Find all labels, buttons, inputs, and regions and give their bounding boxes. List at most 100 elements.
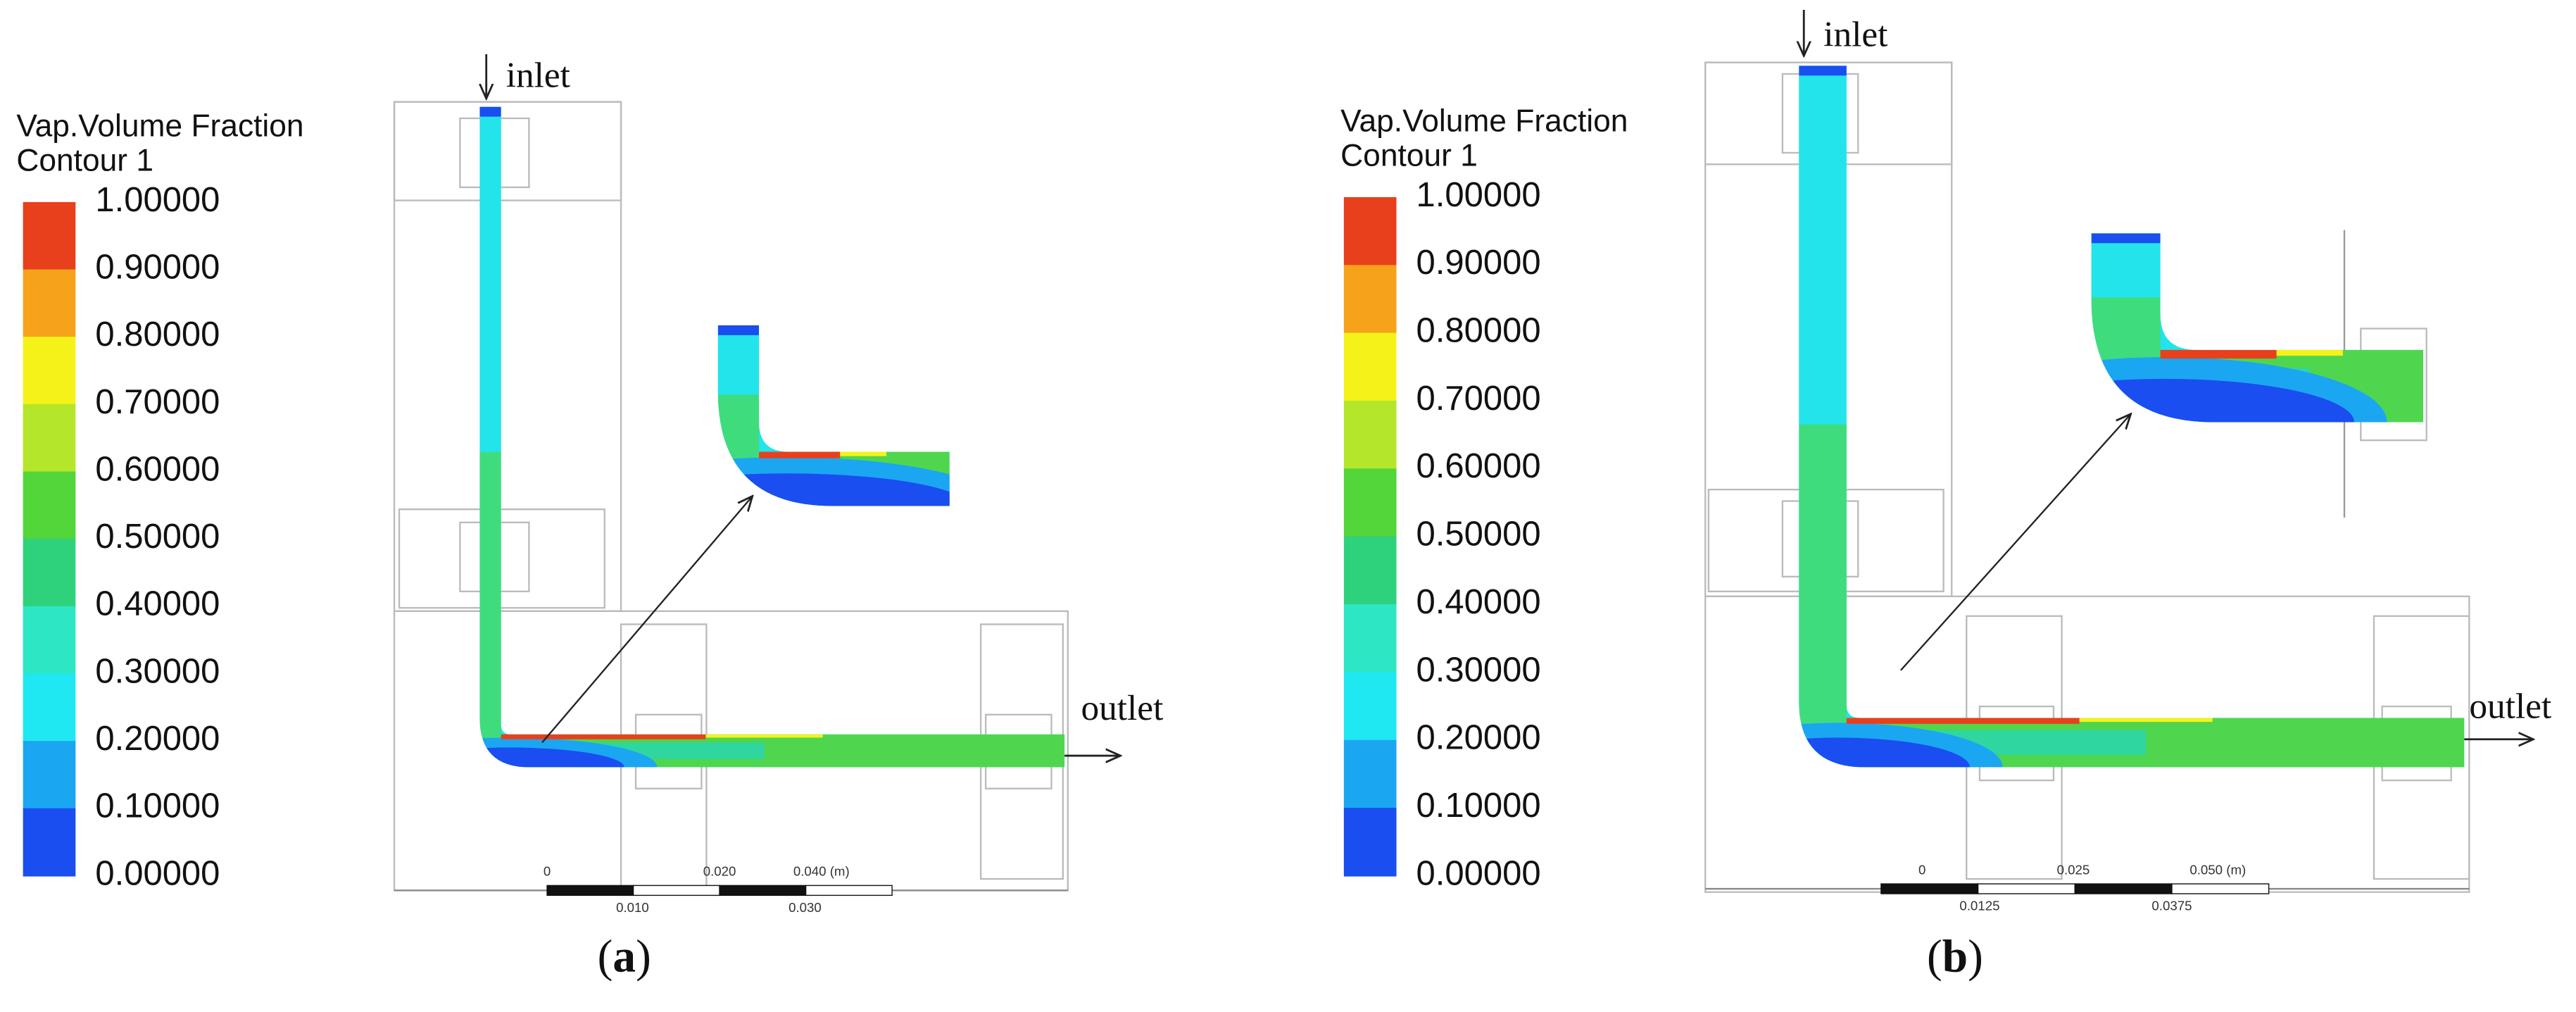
contour-region [479,747,624,768]
inlet-label: inlet [506,56,570,96]
panel-label-part: ( [598,932,613,982]
inset-pipe-contours [2091,233,2423,423]
scale-label: 0.020 [703,864,736,879]
colorbar-label: 0.30000 [1416,651,1541,689]
contour-region [479,106,501,117]
contour-region [1846,718,2080,724]
colorbar-label: 0.10000 [1416,787,1541,825]
scale-block [632,885,720,897]
scale-block [2074,883,2173,894]
colorbar-band [23,808,76,877]
contour-region [717,394,760,506]
colorbar-band [1343,332,1397,402]
panel-label: (a) [598,932,651,982]
scale-block [1880,883,1979,894]
colorbar-label: 0.70000 [95,383,220,421]
colorbar-band [1343,196,1397,266]
colorbar-band [1343,604,1397,673]
colorbar-band [23,471,76,540]
frame-box [393,101,622,612]
outlet-label: outlet [2469,687,2551,727]
scale-label: 0.025 [2057,862,2090,877]
frame-box [393,101,622,201]
colorbar-band [1343,808,1397,877]
colorbar-label: 0.90000 [95,249,220,287]
contour-region [2276,349,2343,356]
pipe-contours [1799,65,2465,768]
colorbar-label: 0.20000 [95,720,220,758]
colorbar-band [23,673,76,742]
colorbar-band [1343,400,1397,470]
colorbar-band [1343,468,1397,537]
contour-region [840,451,887,456]
scale-label: 0 [1918,862,1925,877]
contour-region [501,734,706,739]
contour-region [717,473,950,506]
scale-label: 0.050 (m) [2189,862,2246,877]
legend-title: Vap.Volume Fraction [1340,104,1628,139]
contour-region [479,451,501,768]
colorbar-label: 1.00000 [1416,176,1541,214]
panel-label: (b) [1927,932,1983,982]
colorbar-label: 0.60000 [95,450,220,488]
colorbar-label: 0.30000 [95,652,220,690]
frame-box [398,508,605,609]
colorbar-band [1343,536,1397,606]
pipe-contours [479,106,1065,768]
zoom-arrow [541,496,753,744]
contour-region [717,325,760,335]
colorbar-label: 0.70000 [1416,380,1541,418]
contour-region [2160,349,2277,359]
colorbar-band [23,539,76,607]
contour-region [1799,737,1970,768]
panel-label-part: ) [1968,932,1983,982]
colorbar-band [1343,672,1397,741]
scale-block [546,885,634,897]
colorbar-band [1343,739,1397,809]
panel-label-part: b [1942,932,1968,982]
legend-title: Contour 1 [16,144,153,178]
contour-region [1799,65,1847,76]
scale-block [805,885,893,897]
colorbar-label: 0.90000 [1416,244,1541,282]
legend-title: Contour 1 [1340,139,1478,173]
contour-region [2079,718,2213,723]
pipe-body [479,106,1065,768]
scale-label: 0.040 (m) [793,864,850,879]
colorbar-band [23,269,76,338]
contour-region [2091,233,2161,244]
colorbar-band [23,337,76,406]
panel-label-part: ) [636,932,651,982]
colorbar-label: 0.80000 [1416,312,1541,350]
colorbar-band [23,606,76,675]
scale-block [719,885,807,897]
zoom-arrow [1900,414,2131,671]
scale-label: 0.010 [616,900,649,915]
colorbar-band [1343,265,1397,334]
inset-pipe-contours [717,325,950,506]
colorbar-band [23,201,76,270]
panel-label-part: a [612,932,636,982]
colorbar-label: 0.50000 [95,518,220,556]
colorbar-band [23,404,76,473]
contour-region [705,734,823,738]
scale-label: 0 [544,864,551,879]
scale-label: 0.0125 [1959,899,1999,913]
colorbar-label: 0.00000 [1416,854,1541,892]
scale-block [2171,883,2270,894]
scale-label: 0.0375 [2151,899,2192,913]
contour-region [1799,424,1847,768]
colorbar-label: 0.40000 [95,585,220,623]
colorbar-label: 0.50000 [1416,516,1541,554]
colorbar-label: 0.80000 [95,316,220,354]
colorbar-band [23,741,76,809]
legend-title: Vap.Volume Fraction [16,109,303,144]
colorbar-label: 0.10000 [95,787,220,825]
outlet-label: outlet [1081,688,1163,728]
colorbar-label: 0.60000 [1416,447,1541,485]
colorbar-label: 0.20000 [1416,719,1541,757]
panel-label-part: ( [1927,932,1942,982]
scale-block [1977,883,2075,894]
